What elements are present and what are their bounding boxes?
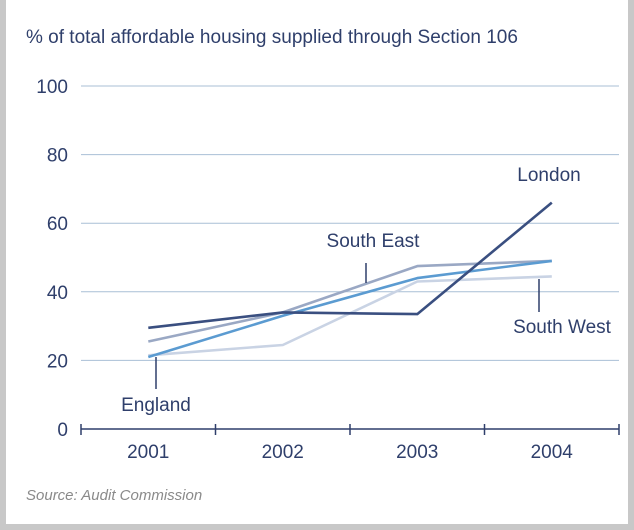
series-label-england: England: [121, 395, 191, 416]
x-tick-label: 2004: [531, 442, 574, 463]
source-note: Source: Audit Commission: [26, 487, 202, 504]
y-tick-label: 0: [57, 420, 68, 441]
y-tick-label: 80: [47, 146, 68, 167]
series-label-london: London: [517, 165, 580, 186]
series-label-south-east: South East: [327, 231, 421, 252]
series-line-england: [147, 259, 552, 359]
series-lines: [147, 201, 553, 359]
series-line-south-east: [148, 259, 552, 343]
chart-title: % of total affordable housing supplied t…: [26, 27, 518, 48]
y-tick-label: 100: [36, 77, 68, 98]
x-tick-label: 2002: [262, 442, 304, 463]
series-labels: London South East England South West: [121, 165, 612, 416]
series-line-london: [148, 201, 553, 330]
y-tick-label: 20: [47, 351, 68, 372]
y-axis-ticks: 0 20 40 60 80 100: [36, 77, 68, 441]
x-axis-ticks: 2001 2002 2003 2004: [127, 442, 573, 463]
y-tick-label: 60: [47, 214, 68, 235]
x-axis: [80, 424, 620, 435]
line-chart: % of total affordable housing supplied t…: [26, 27, 620, 504]
x-tick-label: 2003: [396, 442, 438, 463]
series-label-south-west: South West: [513, 317, 612, 338]
gridlines: [81, 85, 619, 361]
x-tick-label: 2001: [127, 442, 169, 463]
y-tick-label: 40: [47, 283, 68, 304]
